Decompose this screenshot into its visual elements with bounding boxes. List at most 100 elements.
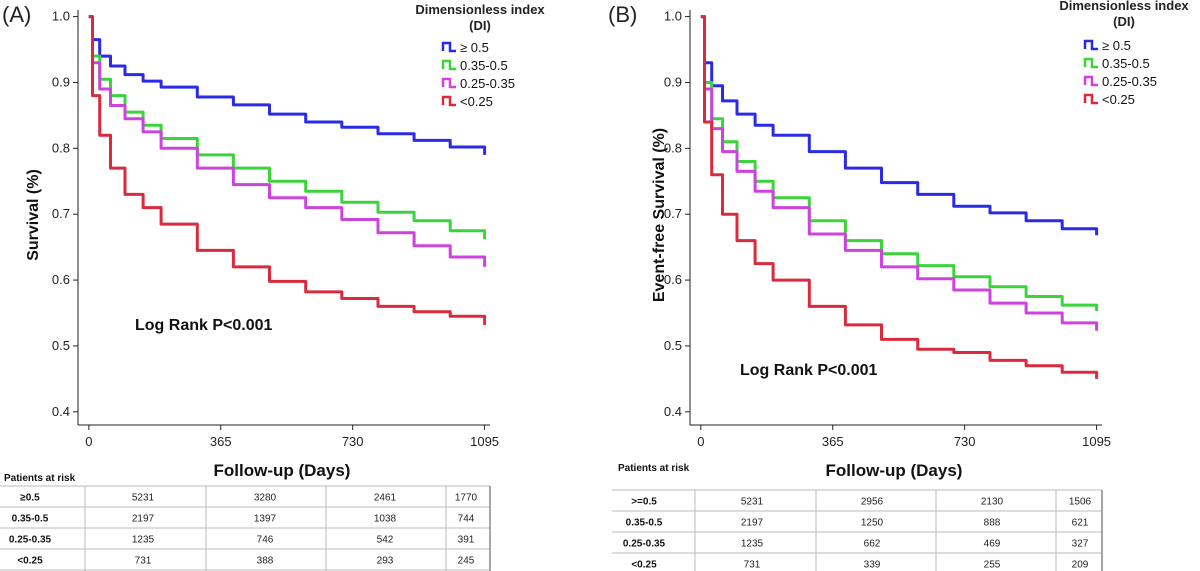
panel-a-curve-0 (88, 15, 487, 155)
panel-b-legend-label: 0.25-0.35 (1102, 74, 1157, 89)
panel-a-risk-cell: 746 (257, 535, 274, 546)
panel-b-curve-3 (700, 15, 1099, 379)
panel-a-legend-label: 0.25-0.35 (460, 76, 515, 91)
panel-a-risk-cell: 542 (377, 535, 394, 546)
panel-a-curve-2 (88, 15, 487, 267)
panel-a-risk-row-label: 0.25-0.35 (9, 535, 52, 546)
panel-a-risk-row-label: ≥0.5 (20, 493, 40, 504)
panel-b-risk-row-label: >=0.5 (631, 497, 657, 508)
panel-a-risk-cell: 391 (458, 535, 475, 546)
panel-a-legend-label: ≥ 0.5 (460, 40, 489, 55)
panel-a-x-axis-label: Follow-up (Days) (214, 461, 351, 480)
panel-a-risk-cell: 293 (377, 556, 394, 567)
panel-a-legend-label: 0.35-0.5 (460, 58, 508, 73)
panel-b-legend-swatch (1083, 39, 1098, 51)
panel-b-risk-table: >=0.5 5231 2956 2130 1506 0.35-0.5 2197 1250 888… (612, 489, 1103, 571)
panel-b-risk-cell: 1506 (1069, 497, 1092, 508)
panel-b-x-axis-label: Follow-up (Days) (826, 461, 963, 480)
panel-b-curve-2 (700, 15, 1099, 331)
panel-a-risk-cell: 388 (257, 556, 274, 567)
panel-a: (A) 0.4 0.5 0.6 0.7 0.8 0.9 1.0 0 365 730 1095 Fo… (0, 2, 545, 571)
panel-b-curve-1 (700, 15, 1099, 311)
panel-b-risk-cell: 1235 (741, 539, 764, 550)
panel-a-legend-swatch (441, 95, 456, 107)
panel-b-risk-cell: 327 (1072, 539, 1089, 550)
panel-b-risk-cell: 2956 (861, 497, 884, 508)
panel-b-y-tick-label: 0.4 (664, 404, 682, 419)
panel-a-legend-swatch (441, 77, 456, 89)
panel-b-x-ticks: 0 365 730 1095 (697, 425, 1111, 449)
panel-a-y-tick-label: 0.9 (52, 74, 70, 89)
panel-b-risk-cell: 469 (984, 539, 1001, 550)
panel-b-risk-cell: 662 (864, 539, 881, 550)
panel-b-y-axis-label: Event-free Survival (%) (651, 128, 668, 302)
panel-a-risk-title: Patients at risk (4, 473, 76, 484)
panel-a-legend-swatch (441, 59, 456, 71)
panel-a-legend-swatch (441, 41, 456, 53)
panel-b-risk-cell: 731 (744, 560, 761, 571)
panel-a-y-ticks: 0.4 0.5 0.6 0.7 0.8 0.9 1.0 (52, 9, 78, 419)
panel-a-risk-table: ≥0.5 5231 3280 2461 1770 0.35-0.5 2197 1397 1038… (0, 485, 491, 571)
panel-b-y-tick-label: 0.6 (664, 272, 682, 287)
panel-b-legend-title-2: (DI) (1113, 14, 1135, 29)
panel-b-risk-cell: 1250 (861, 518, 884, 529)
panel-b-legend: ≥ 0.5 0.35-0.5 0.25-0.35 <0.25 (1083, 38, 1157, 107)
panel-b-legend-swatch (1083, 57, 1098, 69)
panel-a-y-tick-label: 0.6 (52, 272, 70, 287)
panel-a-y-axis-label: Survival (%) (25, 169, 42, 261)
panel-a-legend-title-1: Dimensionless index (415, 2, 545, 17)
panel-b-legend-swatch (1083, 75, 1098, 87)
panel-b-x-tick-label: 730 (954, 434, 976, 449)
panel-a-risk-cell: 1235 (132, 535, 155, 546)
panel-b-curve-0 (700, 15, 1099, 236)
panel-b-risk-cell: 339 (864, 560, 881, 571)
panel-b-risk-cell: 2130 (981, 497, 1004, 508)
panel-a-x-ticks: 0 365 730 1095 (85, 425, 499, 449)
panel-b: (B) 0.4 0.5 0.6 0.7 0.8 0.9 1.0 0 365 730 1095 Fo… (608, 0, 1189, 571)
panel-b-risk-row-label: 0.35-0.5 (626, 518, 663, 529)
panel-b-y-tick-label: 0.5 (664, 338, 682, 353)
panel-a-risk-cell: 2197 (132, 514, 155, 525)
panel-b-risk-title: Patients at risk (618, 463, 690, 474)
panel-a-legend: ≥ 0.5 0.35-0.5 0.25-0.35 <0.25 (441, 40, 515, 109)
panel-b-x-tick-label: 1095 (1082, 434, 1111, 449)
panel-a-risk-cell: 1770 (455, 493, 478, 504)
panel-a-risk-row-label: <0.25 (17, 556, 43, 567)
panel-a-risk-cell: 5231 (132, 493, 155, 504)
panel-a-risk-cell: 1038 (374, 514, 397, 525)
panel-a-risk-cell: 744 (458, 514, 475, 525)
panel-b-risk-cell: 888 (984, 518, 1001, 529)
panel-b-x-tick-label: 0 (697, 434, 704, 449)
panel-b-legend-swatch (1083, 93, 1098, 105)
panel-a-legend-title-2: (DI) (469, 18, 491, 33)
panel-a-y-tick-label: 0.5 (52, 338, 70, 353)
panel-a-curve-3 (88, 15, 487, 325)
panel-a-curves (88, 15, 487, 325)
panel-a-legend-label: <0.25 (460, 94, 493, 109)
panel-b-risk-cell: 2197 (741, 518, 764, 529)
panel-a-y-tick-label: 0.8 (52, 140, 70, 155)
panel-b-risk-row-label: <0.25 (631, 560, 657, 571)
panel-a-x-tick-label: 730 (342, 434, 364, 449)
panel-a-risk-cell: 731 (135, 556, 152, 567)
panel-a-x-tick-label: 0 (85, 434, 92, 449)
panel-b-log-rank: Log Rank P<0.001 (740, 362, 877, 379)
panel-a-x-tick-label: 1095 (470, 434, 499, 449)
panel-b-x-tick-label: 365 (822, 434, 844, 449)
panel-a-y-tick-label: 1.0 (52, 9, 70, 24)
panel-a-curve-1 (88, 15, 487, 240)
panel-a-risk-cell: 3280 (254, 493, 277, 504)
panel-a-label: (A) (2, 2, 31, 27)
panel-a-risk-cell: 2461 (374, 493, 397, 504)
panel-b-risk-cell: 621 (1072, 518, 1089, 529)
panel-a-risk-row-label: 0.35-0.5 (12, 514, 49, 525)
panel-b-y-tick-label: 0.8 (664, 140, 682, 155)
panel-b-legend-label: ≥ 0.5 (1102, 38, 1131, 53)
panel-b-y-tick-label: 1.0 (664, 9, 682, 24)
panel-a-y-tick-label: 0.4 (52, 404, 70, 419)
panel-a-x-tick-label: 365 (210, 434, 232, 449)
panel-a-risk-cell: 1397 (254, 514, 277, 525)
panel-b-y-ticks: 0.4 0.5 0.6 0.7 0.8 0.9 1.0 (664, 9, 690, 419)
panel-b-y-tick-label: 0.7 (664, 206, 682, 221)
